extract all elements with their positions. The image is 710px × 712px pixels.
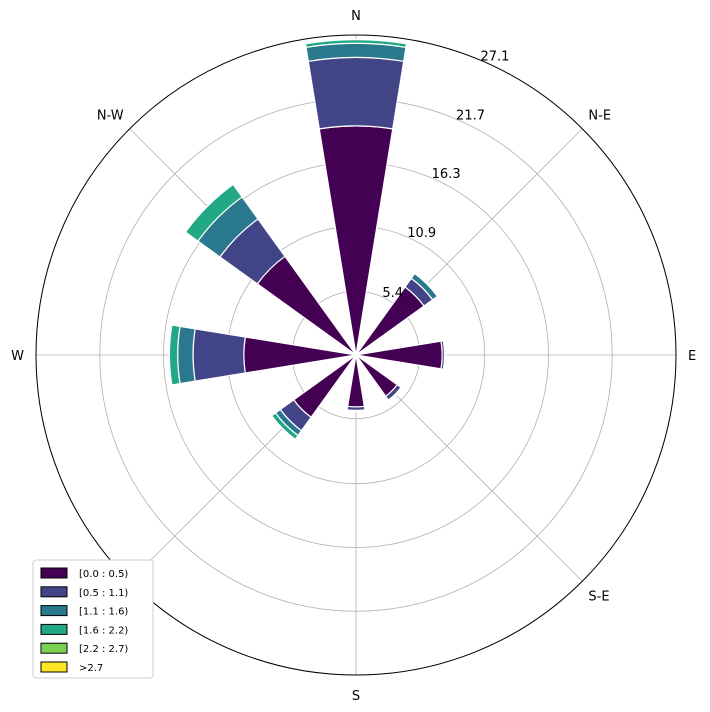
bar-315-0 [256, 255, 357, 356]
legend-swatch [40, 661, 68, 673]
radial-tick-label: 10.9 [407, 226, 436, 241]
legend-swatch [40, 605, 68, 617]
bar-270-1 [192, 328, 246, 382]
bar-90-2 [442, 339, 447, 371]
wind-rose-bars [168, 39, 447, 441]
legend-label: [1.6 : 2.2) [79, 625, 128, 636]
radial-tick-labels: 5.4 10.9 16.3 21.7 27.1 [382, 49, 509, 301]
bar-0-1 [307, 56, 405, 130]
bar-315-3 [184, 183, 243, 242]
bar-45-3 [413, 271, 440, 298]
legend-label: [2.2 : 2.7) [79, 644, 128, 655]
legend-label: [1.1 : 1.6) [79, 607, 128, 618]
legend-swatch [40, 586, 68, 598]
outer-frame [35, 34, 677, 676]
bar-225-0 [292, 354, 357, 419]
direction-label-s: S [352, 689, 360, 704]
direction-label-n-w: N-W [97, 109, 124, 124]
direction-label-s-e: S-E [588, 589, 609, 604]
legend-label: [0.0 : 0.5) [79, 569, 128, 580]
direction-label-n: N [351, 9, 361, 24]
bar-270-2 [177, 325, 196, 385]
direction-label-e: E [688, 349, 696, 364]
direction-label-w: W [11, 349, 24, 364]
bar-270-3 [168, 324, 181, 386]
radial-tick-label: 5.4 [382, 286, 403, 301]
legend: [0.0 : 0.5) [0.5 : 1.1) [1.1 : 1.6) [1.6 : … [32, 559, 154, 679]
radial-tick-label: 16.3 [432, 167, 461, 182]
legend-swatch [40, 642, 68, 654]
legend-label: [0.5 : 1.1) [79, 588, 128, 599]
legend-swatch [40, 567, 68, 579]
direction-label-n-e: N-E [588, 109, 611, 124]
radial-tick-label: 27.1 [480, 49, 509, 64]
bar-0-3 [304, 39, 408, 48]
bar-135-2 [387, 386, 403, 402]
radial-tick-label: 21.7 [456, 108, 485, 123]
bar-225-3 [270, 412, 299, 441]
bar-180-2 [346, 409, 366, 413]
legend-label: >2.7 [79, 663, 103, 674]
legend-swatch [40, 623, 68, 635]
